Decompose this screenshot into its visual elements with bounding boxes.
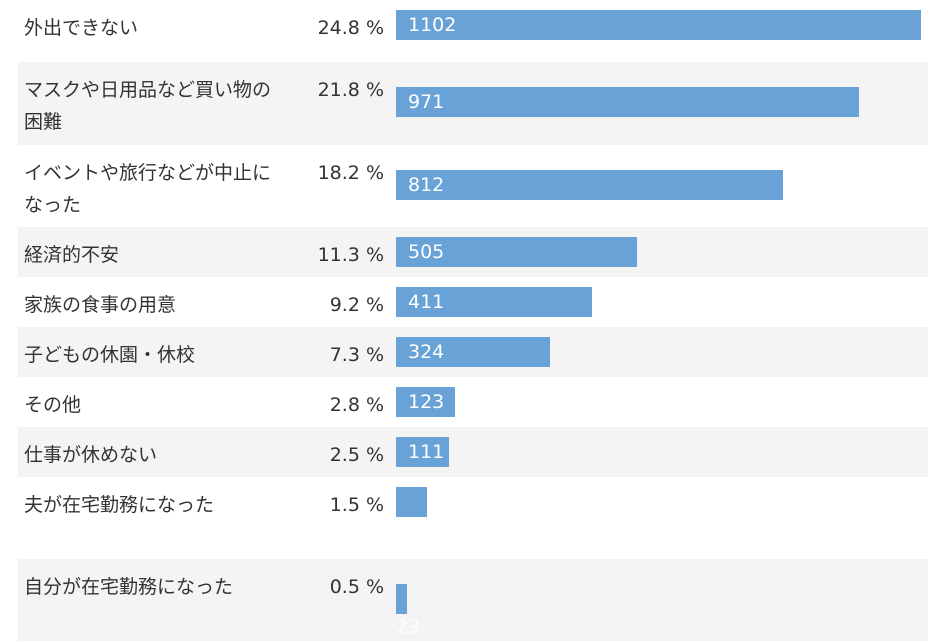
bar-value-label: 123 — [408, 391, 445, 413]
percentage-label: 7.3 % — [329, 344, 384, 366]
percentage-label: 18.2 % — [317, 162, 384, 184]
percentage-label: 11.3 % — [317, 244, 384, 266]
category-label: イベントや旅行などが中止になった — [24, 162, 272, 216]
percentage-label: 9.2 % — [329, 294, 384, 316]
category-label: 子どもの休園・休校 — [24, 344, 196, 366]
bar-value-label: 111 — [408, 441, 445, 463]
bar — [396, 337, 551, 367]
bar-value-label: 324 — [408, 341, 445, 363]
chart-row: 自分が在宅勤務になった 0.5 % 23 — [18, 559, 928, 641]
percentage-label: 21.8 % — [317, 79, 384, 101]
category-label: マスクや日用品など買い物の困難 — [24, 79, 272, 133]
chart-row: 子どもの休園・休校 7.3 % 324 — [18, 327, 928, 377]
bar — [396, 287, 592, 317]
chart-row: その他 2.8 % 123 — [18, 377, 928, 427]
bar — [396, 584, 407, 614]
bar-value-label: 1102 — [408, 14, 457, 36]
bar-value-label: 505 — [408, 241, 445, 263]
bar — [396, 10, 921, 40]
bar — [396, 170, 783, 200]
category-label: 外出できない — [24, 17, 139, 39]
percentage-label: 24.8 % — [317, 17, 384, 39]
chart-row: 経済的不安 11.3 % 505 — [18, 227, 928, 277]
chart-row: マスクや日用品など買い物の困難 21.8 % 971 — [18, 62, 928, 145]
bar — [396, 237, 637, 267]
category-label: 経済的不安 — [24, 244, 120, 266]
category-label: 家族の食事の用意 — [24, 294, 177, 316]
chart-row: 外出できない 24.8 % 1102 — [18, 0, 928, 62]
category-label: 夫が在宅勤務になった — [24, 494, 215, 516]
bar — [396, 437, 449, 467]
bar-value-label: 23 — [396, 616, 421, 638]
category-label: その他 — [24, 394, 82, 416]
bar — [396, 487, 428, 517]
chart-row: 家族の食事の用意 9.2 % 411 — [18, 277, 928, 327]
percentage-label: 0.5 % — [329, 576, 384, 598]
bar-value-label: 411 — [408, 291, 445, 313]
chart-row: 夫が在宅勤務になった 1.5 % — [18, 477, 928, 559]
category-label: 仕事が休めない — [24, 444, 158, 466]
bar — [396, 87, 859, 117]
percentage-label: 1.5 % — [329, 494, 384, 516]
percentage-label: 2.5 % — [329, 444, 384, 466]
bar-value-label: 812 — [408, 174, 445, 196]
percentage-label: 2.8 % — [329, 394, 384, 416]
chart-row: 仕事が休めない 2.5 % 111 — [18, 427, 928, 477]
category-label: 自分が在宅勤務になった — [24, 576, 234, 598]
bar — [396, 387, 455, 417]
bar-value-label: 971 — [408, 91, 445, 113]
chart-row: イベントや旅行などが中止になった 18.2 % 812 — [18, 145, 928, 227]
